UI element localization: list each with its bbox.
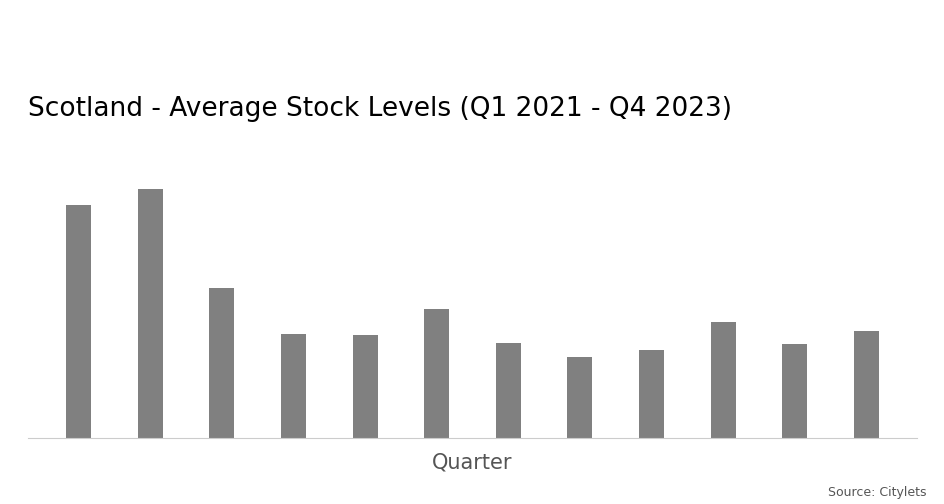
X-axis label: Quarter: Quarter	[431, 453, 513, 472]
Bar	[280, 335, 306, 438]
Bar	[424, 309, 448, 438]
Bar	[209, 288, 234, 438]
Bar	[566, 357, 592, 438]
Text: Scotland - Average Stock Levels (Q1 2021 - Q4 2023): Scotland - Average Stock Levels (Q1 2021…	[28, 96, 732, 122]
Bar	[496, 343, 520, 438]
Bar	[710, 322, 735, 438]
Bar	[853, 331, 878, 438]
Bar	[782, 344, 806, 438]
Bar	[638, 350, 664, 438]
Bar	[66, 205, 91, 438]
Text: Source: Citylets: Source: Citylets	[827, 486, 925, 499]
Bar	[138, 189, 162, 438]
Bar	[352, 336, 378, 438]
